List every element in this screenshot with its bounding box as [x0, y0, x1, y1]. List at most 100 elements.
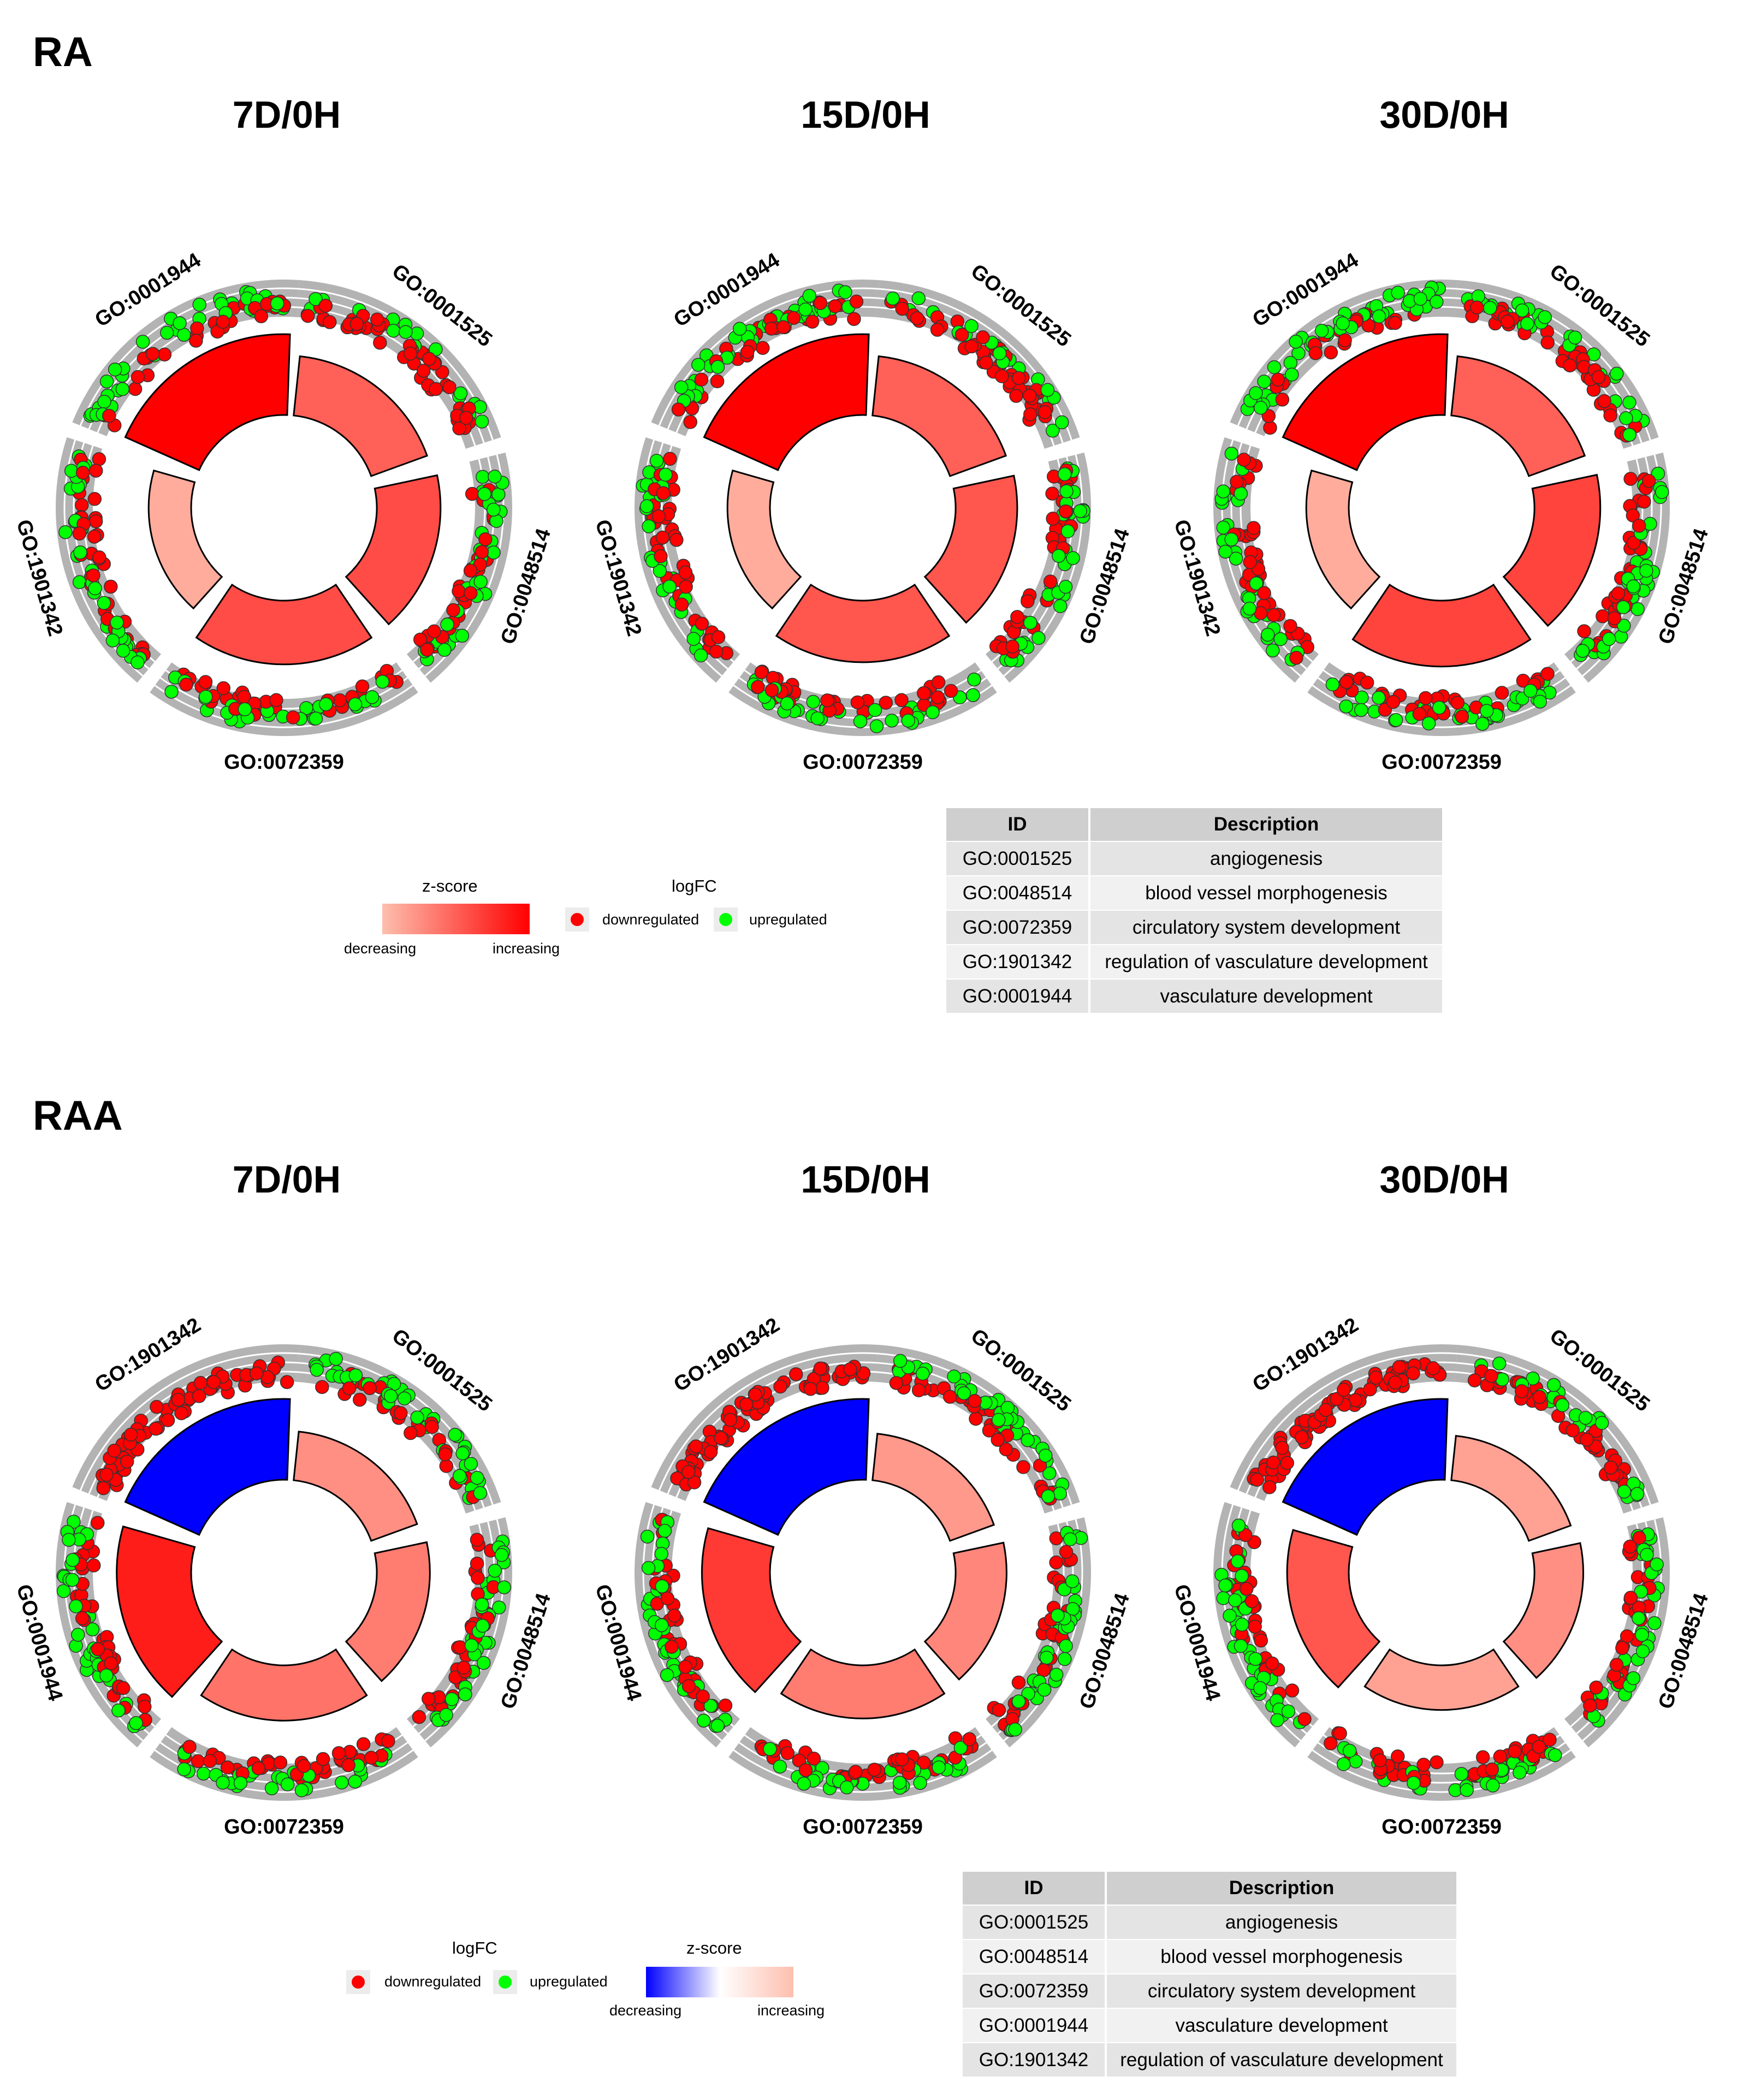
- upregulated-point: [1216, 1591, 1230, 1605]
- downregulated-point: [1623, 1591, 1638, 1605]
- table-cell-id: GO:1901342: [946, 944, 1090, 979]
- upregulated-point: [947, 1369, 961, 1384]
- upregulated-point: [487, 502, 501, 517]
- upregulated-point: [56, 1584, 71, 1598]
- downregulated-point: [86, 568, 100, 583]
- legend-raa-up-dot: [499, 1976, 512, 1989]
- upregulated-point: [1040, 383, 1055, 397]
- downregulated-point: [944, 684, 958, 698]
- upregulated-point: [868, 703, 882, 717]
- downregulated-point: [452, 584, 466, 598]
- upregulated-point: [916, 1366, 930, 1381]
- downregulated-point: [979, 355, 993, 370]
- downregulated-point: [171, 1392, 186, 1407]
- upregulated-point: [1011, 1694, 1026, 1709]
- upregulated-point: [710, 360, 725, 374]
- downregulated-point: [470, 1556, 484, 1571]
- upregulated-point: [470, 1470, 484, 1485]
- upregulated-point: [1065, 1574, 1080, 1588]
- upregulated-point: [375, 674, 390, 689]
- downregulated-point: [355, 679, 370, 693]
- upregulated-point: [1229, 551, 1243, 566]
- downregulated-point: [815, 1381, 829, 1395]
- downregulated-point: [678, 565, 693, 580]
- upregulated-point: [1635, 1628, 1649, 1642]
- downregulated-point: [792, 1753, 807, 1767]
- upregulated-point: [473, 574, 488, 589]
- downregulated-point: [1023, 388, 1037, 403]
- upregulated-point: [1218, 1578, 1232, 1593]
- downregulated-point: [709, 644, 724, 659]
- upregulated-point: [1000, 1401, 1015, 1415]
- downregulated-point: [286, 710, 300, 725]
- downregulated-point: [1563, 358, 1577, 372]
- downregulated-point: [789, 1367, 803, 1381]
- downregulated-point: [1430, 1755, 1444, 1770]
- downregulated-point: [394, 1406, 408, 1420]
- upregulated-point: [1049, 1668, 1064, 1682]
- downregulated-point: [1280, 1456, 1294, 1470]
- downregulated-point: [1620, 1629, 1634, 1644]
- upregulated-point: [1616, 600, 1631, 614]
- upregulated-point: [1216, 484, 1230, 499]
- downregulated-point: [803, 1382, 818, 1396]
- panel-title-ra-7d: 7D/0H: [232, 93, 341, 136]
- circle-plot-5: GO:0001525GO:0048514GO:0072359GO:0001944…: [1170, 1313, 1714, 1838]
- downregulated-point: [463, 563, 478, 578]
- table-row: GO:1901342 regulation of vasculature deve…: [963, 2042, 1459, 2077]
- upregulated-point: [397, 1391, 412, 1405]
- downregulated-point: [764, 683, 779, 697]
- upregulated-point: [1249, 576, 1264, 591]
- upregulated-point: [64, 464, 79, 478]
- zscore-bar-GO:1901342: [703, 1398, 870, 1536]
- upregulated-point: [1578, 1410, 1593, 1425]
- downregulated-point: [1450, 696, 1465, 710]
- upregulated-point: [62, 1533, 76, 1547]
- upregulated-point: [780, 696, 795, 711]
- upregulated-point: [1283, 355, 1298, 370]
- downregulated-point: [1049, 1555, 1063, 1570]
- downregulated-point: [422, 1692, 436, 1706]
- downregulated-point: [1289, 650, 1303, 665]
- upregulated-point: [280, 1777, 295, 1791]
- upregulated-point: [455, 1446, 470, 1461]
- upregulated-point: [893, 1354, 908, 1368]
- upregulated-point: [1342, 1743, 1357, 1758]
- downregulated-point: [96, 1481, 110, 1496]
- upregulated-point: [115, 382, 130, 396]
- downregulated-point: [116, 1681, 131, 1695]
- downregulated-point: [403, 346, 418, 361]
- upregulated-point: [655, 1579, 669, 1593]
- upregulated-point: [448, 1427, 463, 1442]
- upregulated-point: [1523, 684, 1538, 698]
- circle-plot-0: GO:0001525GO:0048514GO:0072359GO:1901342…: [12, 248, 556, 774]
- downregulated-point: [342, 1381, 357, 1396]
- downregulated-point: [669, 533, 684, 547]
- upregulated-point: [99, 374, 114, 389]
- downregulated-point: [193, 1375, 208, 1390]
- section-label-raa: RAA: [33, 1093, 123, 1139]
- downregulated-point: [72, 526, 87, 541]
- downregulated-point: [75, 1611, 90, 1626]
- upregulated-point: [1483, 301, 1497, 315]
- upregulated-point: [1037, 1682, 1052, 1697]
- downregulated-point: [739, 1397, 754, 1411]
- upregulated-point: [473, 1486, 488, 1500]
- upregulated-point: [455, 628, 470, 643]
- table-row: GO:0001944 vasculature development: [963, 2008, 1459, 2043]
- zscore-bar-GO:0001944: [703, 333, 870, 471]
- circle-plot-2: GO:0001525GO:0048514GO:0072359GO:1901342…: [1170, 248, 1714, 774]
- downregulated-point: [1230, 474, 1244, 489]
- upregulated-point: [839, 1780, 854, 1795]
- table-row: GO:0048514 blood vessel morphogenesis: [946, 875, 1444, 910]
- downregulated-point: [471, 1571, 485, 1585]
- downregulated-point: [879, 696, 893, 710]
- legend-ra-logfc-title: logFC: [672, 876, 717, 895]
- upregulated-point: [111, 1703, 126, 1718]
- downregulated-point: [1596, 609, 1610, 624]
- panel-title-raa-7d: 7D/0H: [232, 1158, 341, 1201]
- legend-raa-increasing: increasing: [757, 2002, 825, 2019]
- upregulated-point: [1228, 1593, 1242, 1607]
- downregulated-point: [146, 347, 160, 361]
- table-cell-id: GO:0001944: [963, 2008, 1107, 2043]
